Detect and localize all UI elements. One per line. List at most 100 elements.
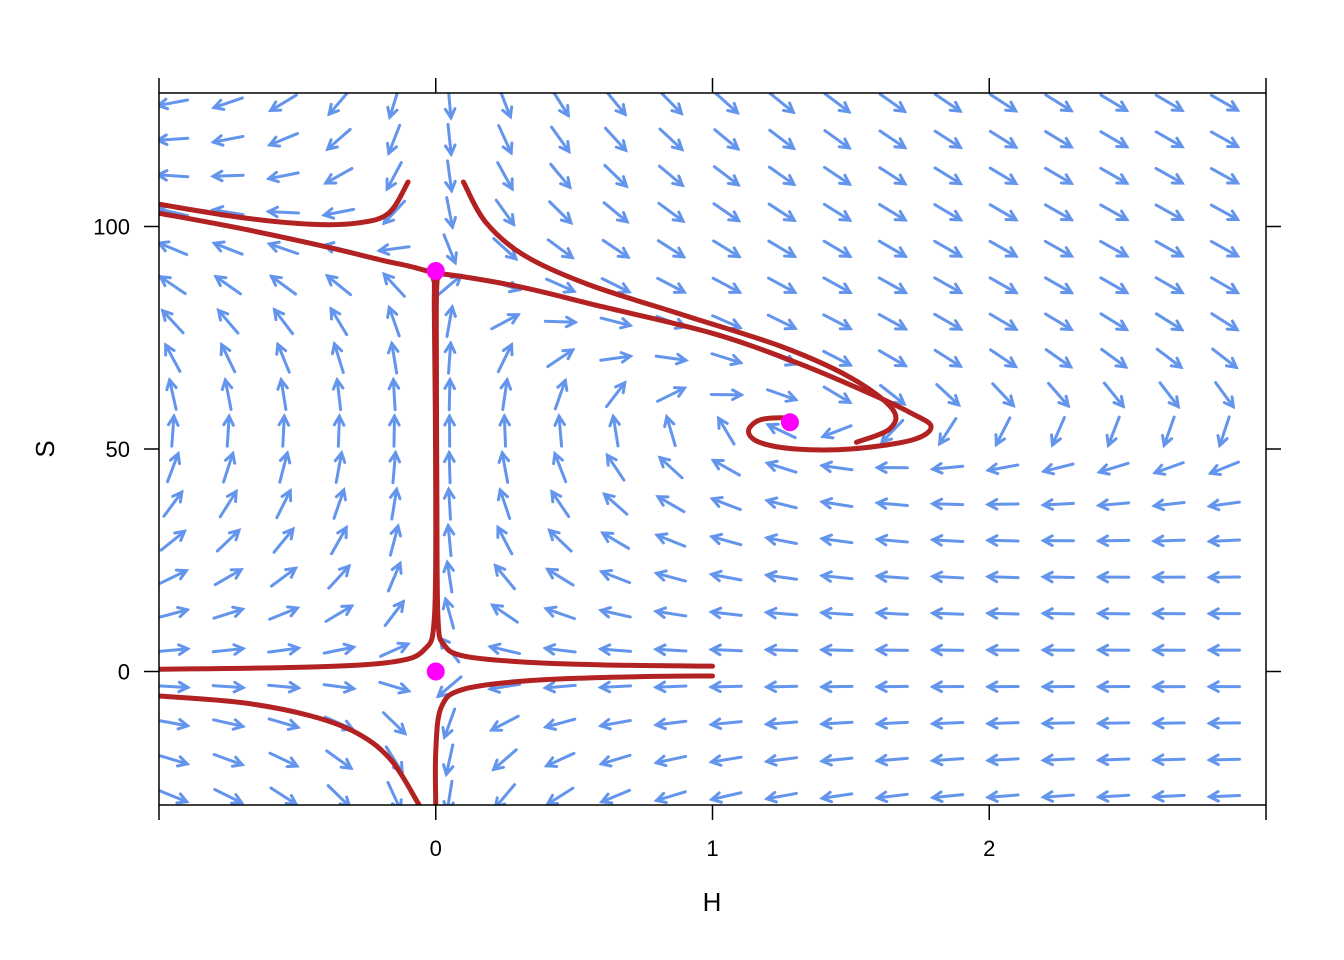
field-arrow bbox=[929, 570, 965, 584]
field-arrow bbox=[549, 162, 572, 190]
equilibrium-point bbox=[780, 413, 799, 432]
field-arrow bbox=[822, 385, 853, 405]
field-arrow bbox=[379, 641, 411, 658]
field-arrow bbox=[984, 570, 1020, 584]
field-arrow bbox=[222, 450, 237, 484]
field-arrow bbox=[1095, 498, 1131, 511]
field-arrow bbox=[387, 376, 401, 412]
field-arrow bbox=[218, 488, 238, 519]
field-arrow bbox=[1211, 347, 1239, 370]
field-arrow bbox=[1100, 347, 1129, 369]
equilibria bbox=[426, 262, 799, 681]
field-arrow bbox=[159, 680, 191, 694]
field-arrow bbox=[267, 717, 301, 731]
field-arrow bbox=[763, 790, 798, 804]
field-arrow bbox=[385, 161, 403, 192]
field-arrow bbox=[268, 274, 298, 296]
field-arrow bbox=[324, 604, 355, 623]
field-arrow bbox=[386, 304, 401, 338]
field-arrow bbox=[985, 790, 1020, 803]
field-arrow bbox=[822, 276, 853, 295]
field-arrow bbox=[159, 529, 187, 552]
field-arrow bbox=[546, 238, 575, 260]
field-arrow bbox=[267, 643, 302, 656]
field-arrow bbox=[653, 790, 687, 804]
field-arrow bbox=[442, 559, 455, 594]
field-arrow bbox=[386, 560, 403, 593]
x-axis-title: H bbox=[703, 887, 722, 917]
field-arrow bbox=[550, 125, 571, 155]
field-arrow bbox=[763, 717, 799, 730]
field-arrow bbox=[1206, 607, 1241, 620]
field-arrow bbox=[325, 749, 354, 771]
field-arrow bbox=[988, 312, 1019, 331]
field-arrow bbox=[550, 489, 571, 519]
field-arrow bbox=[277, 413, 291, 448]
field-arrow bbox=[1095, 607, 1131, 620]
field-arrow bbox=[376, 243, 411, 256]
field-arrow bbox=[663, 413, 677, 448]
trajectory bbox=[159, 693, 422, 805]
field-arrow bbox=[1040, 716, 1075, 730]
field-arrow bbox=[1099, 276, 1130, 295]
field-arrow bbox=[652, 643, 688, 657]
equilibrium-point bbox=[426, 662, 445, 681]
field-arrow bbox=[1099, 312, 1130, 332]
field-arrow bbox=[991, 382, 1016, 408]
field-arrow bbox=[608, 413, 621, 448]
field-arrow bbox=[653, 606, 688, 619]
field-arrow bbox=[988, 93, 1019, 113]
field-arrow bbox=[266, 240, 300, 256]
field-arrow bbox=[605, 452, 626, 482]
field-arrow bbox=[444, 196, 457, 231]
field-arrow bbox=[269, 786, 299, 805]
field-arrow bbox=[768, 93, 796, 115]
field-arrow bbox=[879, 418, 905, 445]
trajectory bbox=[460, 179, 899, 445]
field-arrow bbox=[499, 376, 513, 412]
field-arrow bbox=[381, 271, 406, 298]
field-arrow bbox=[708, 717, 743, 730]
field-arrow bbox=[435, 675, 463, 699]
field-arrow bbox=[1044, 93, 1074, 113]
field-arrow bbox=[874, 753, 909, 767]
field-arrow bbox=[933, 276, 964, 295]
field-arrow bbox=[929, 497, 965, 511]
field-arrow bbox=[820, 424, 853, 440]
field-arrow bbox=[874, 497, 909, 510]
field-arrow bbox=[498, 413, 511, 448]
field-arrow bbox=[1151, 498, 1186, 512]
field-arrow bbox=[937, 417, 958, 447]
field-arrow bbox=[491, 748, 518, 772]
field-arrow bbox=[492, 237, 519, 261]
field-arrow bbox=[1040, 643, 1075, 657]
field-arrow bbox=[657, 455, 684, 480]
trajectory bbox=[434, 271, 934, 453]
field-arrow bbox=[267, 680, 302, 694]
field-arrow bbox=[1206, 498, 1241, 512]
field-arrow bbox=[1151, 607, 1186, 620]
field-arrow bbox=[597, 643, 633, 656]
field-arrow bbox=[443, 449, 456, 485]
field-arrow bbox=[381, 711, 408, 736]
y-axis-title: S bbox=[30, 440, 60, 457]
field-arrow bbox=[1161, 415, 1176, 449]
field-arrow bbox=[763, 680, 799, 694]
field-arrow bbox=[602, 492, 629, 516]
field-arrow bbox=[712, 202, 742, 223]
field-arrow bbox=[322, 681, 357, 694]
field-arrow bbox=[717, 415, 736, 446]
field-arrow bbox=[712, 239, 742, 259]
y-axis: 0 50 100 bbox=[93, 215, 1281, 685]
field-arrow bbox=[494, 198, 516, 227]
field-arrow bbox=[159, 133, 190, 146]
field-arrow bbox=[766, 313, 798, 331]
field-arrow bbox=[1044, 348, 1074, 369]
field-arrow bbox=[653, 569, 687, 583]
field-arrow bbox=[436, 273, 464, 297]
field-arrow bbox=[1099, 166, 1130, 185]
field-arrow bbox=[929, 680, 965, 693]
field-arrow bbox=[1099, 203, 1130, 222]
field-arrow bbox=[1210, 312, 1240, 332]
